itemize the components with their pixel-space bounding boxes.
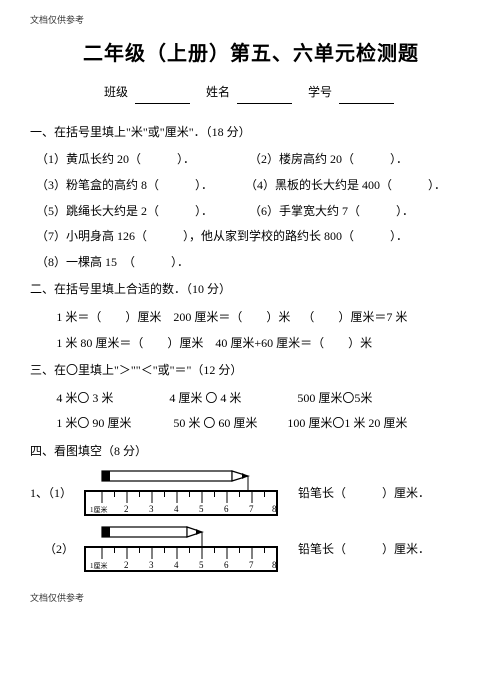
section-3: 三、在〇里填上"＞""＜"或"＝"（12 分） 4 米〇 3 米 4 厘米 〇 … bbox=[30, 360, 472, 435]
footer-note: 文档仅供参考 bbox=[30, 590, 472, 606]
info-line: 班级 姓名 学号 bbox=[30, 82, 472, 104]
s1-row2: （3）粉笔盒的高约 8（ ）． （4）黑板的长大约是 400（ ）． bbox=[30, 175, 472, 197]
s1-q6: （6）手掌宽大约 7（ ）． bbox=[249, 204, 414, 218]
s3-r1b: 4 厘米 〇 4 米 bbox=[169, 391, 241, 405]
section-2: 二、在括号里填上合适的数．（10 分） 1 米＝（ ）厘米 200 厘米＝（ ）… bbox=[30, 279, 472, 354]
s2-r2a: 1 米 80 厘米＝（ ）厘米 bbox=[56, 336, 203, 350]
class-label: 班级 bbox=[104, 85, 128, 99]
s2-row2: 1 米 80 厘米＝（ ）厘米 40 厘米+60 厘米＝（ ）米 bbox=[30, 333, 472, 355]
svg-text:3: 3 bbox=[149, 560, 154, 570]
s3-r2a: 1 米〇 90 厘米 bbox=[56, 416, 131, 430]
svg-text:4: 4 bbox=[174, 504, 179, 514]
section-4-title: 四、看图填空（8 分） bbox=[30, 441, 472, 463]
s2-r1b: 200 厘米＝（ ）米 bbox=[173, 310, 290, 324]
name-label: 姓名 bbox=[206, 85, 230, 99]
pencil-2 bbox=[102, 527, 202, 537]
s1-row3: （5）跳绳长大约是 2（ ）． （6）手掌宽大约 7（ ）． bbox=[30, 201, 472, 223]
s1-q8: （8）一棵高 15 （ ）． bbox=[36, 255, 189, 269]
svg-text:2: 2 bbox=[124, 560, 129, 570]
ruler-body-1: 1厘米 2 3 4 5 6 7 8 bbox=[85, 491, 277, 515]
svg-text:7: 7 bbox=[249, 504, 254, 514]
s1-q4: （4）黑板的长大约是 400（ ）． bbox=[245, 178, 446, 192]
q4-label-2: （2） bbox=[30, 539, 80, 561]
svg-text:5: 5 bbox=[199, 560, 204, 570]
q4-item-2: （2） bbox=[30, 525, 472, 575]
ruler-2: 1厘米 2 3 4 5 6 7 8 bbox=[80, 525, 280, 575]
s1-q5: （5）跳绳长大约是 2（ ）． bbox=[36, 204, 213, 218]
section-4: 四、看图填空（8 分） 1、（1） bbox=[30, 441, 472, 575]
q4-item-1: 1、（1） bbox=[30, 469, 472, 519]
s1-q7: （7）小明身高 126（ ），他从家到学校的路约长 800（ ）． bbox=[36, 229, 408, 243]
ruler1-prefix: 1厘米 bbox=[90, 505, 108, 514]
s2-r1c: （ ）厘米＝7 米 bbox=[302, 310, 407, 324]
s3-row1: 4 米〇 3 米 4 厘米 〇 4 米 500 厘米〇5米 bbox=[30, 388, 472, 410]
page-title: 二年级（上册）第五、六单元检测题 bbox=[30, 36, 472, 72]
section-1: 一、在括号里填上"米"或"厘米"．（18 分） （1）黄瓜长约 20（ ）． （… bbox=[30, 122, 472, 274]
id-blank bbox=[339, 90, 394, 104]
ruler2-prefix: 1厘米 bbox=[90, 561, 108, 570]
id-label: 学号 bbox=[308, 85, 332, 99]
svg-text:5: 5 bbox=[199, 504, 204, 514]
s1-q1: （1）黄瓜长约 20（ ）． bbox=[36, 152, 195, 166]
s3-r2b: 50 米 〇 60 厘米 bbox=[173, 416, 257, 430]
ruler-body-2: 1厘米 2 3 4 5 6 7 8 bbox=[85, 547, 277, 571]
svg-text:3: 3 bbox=[149, 504, 154, 514]
s1-row4: （7）小明身高 126（ ），他从家到学校的路约长 800（ ）． bbox=[30, 226, 472, 248]
s3-r2c: 100 厘米〇1 米 20 厘米 bbox=[287, 416, 407, 430]
svg-text:4: 4 bbox=[174, 560, 179, 570]
svg-text:6: 6 bbox=[224, 504, 229, 514]
section-1-title: 一、在括号里填上"米"或"厘米"．（18 分） bbox=[30, 122, 472, 144]
q4-label-1: 1、（1） bbox=[30, 483, 80, 505]
s2-row1: 1 米＝（ ）厘米 200 厘米＝（ ）米 （ ）厘米＝7 米 bbox=[30, 307, 472, 329]
svg-text:7: 7 bbox=[249, 560, 254, 570]
class-blank bbox=[135, 90, 190, 104]
section-3-title: 三、在〇里填上"＞""＜"或"＝"（12 分） bbox=[30, 360, 472, 382]
name-blank bbox=[237, 90, 292, 104]
section-2-title: 二、在括号里填上合适的数．（10 分） bbox=[30, 279, 472, 301]
s1-row1: （1）黄瓜长约 20（ ）． （2）楼房高约 20（ ）． bbox=[30, 149, 472, 171]
pencil-label-2: 铅笔长（ ）厘米． bbox=[298, 539, 430, 561]
svg-text:2: 2 bbox=[124, 504, 129, 514]
s2-r2b: 40 厘米+60 厘米＝（ ）米 bbox=[215, 336, 372, 350]
svg-text:6: 6 bbox=[224, 560, 229, 570]
s2-r1a: 1 米＝（ ）厘米 bbox=[56, 310, 161, 324]
svg-text:8: 8 bbox=[272, 560, 277, 570]
svg-text:8: 8 bbox=[272, 504, 277, 514]
s1-q2: （2）楼房高约 20（ ）． bbox=[249, 152, 408, 166]
s3-r1c: 500 厘米〇5米 bbox=[297, 391, 372, 405]
s1-row5: （8）一棵高 15 （ ）． bbox=[30, 252, 472, 274]
header-note: 文档仅供参考 bbox=[30, 12, 472, 28]
s1-q3: （3）粉笔盒的高约 8（ ）． bbox=[36, 178, 213, 192]
s3-row2: 1 米〇 90 厘米 50 米 〇 60 厘米 100 厘米〇1 米 20 厘米 bbox=[30, 413, 472, 435]
ruler-1: 1厘米 2 3 4 5 6 7 8 bbox=[80, 469, 280, 519]
pencil-1 bbox=[102, 471, 248, 481]
pencil-label-1: 铅笔长（ ）厘米． bbox=[298, 483, 430, 505]
s3-r1a: 4 米〇 3 米 bbox=[56, 391, 113, 405]
